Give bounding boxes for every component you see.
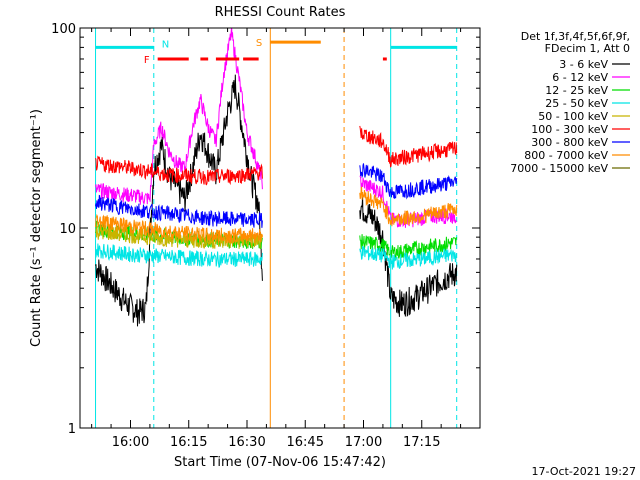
x-tick-label-4: 17:00 — [345, 435, 382, 450]
y-tick-label-2: 100 — [51, 22, 76, 37]
legend-entry-label-6: 300 - 800 keV — [531, 136, 608, 149]
x-axis-label: Start Time (07-Nov-06 15:47:42) — [174, 455, 386, 470]
legend-header-line-1: Det 1f,3f,4f,5f,6f,9f, — [521, 30, 630, 43]
footer-date: 17-Oct-2021 19:27 — [532, 465, 636, 478]
y-axis: 1 10 100 — [51, 22, 480, 437]
series-line-2 — [95, 219, 458, 261]
legend-entry-label-0: 3 - 6 keV — [559, 58, 608, 71]
legend-header-line-2: FDecim 1, Att 0 — [545, 42, 630, 55]
series-line-5 — [95, 125, 458, 186]
legend-entry-label-1: 6 - 12 keV — [552, 71, 608, 84]
x-tick-label-0: 16:00 — [112, 435, 149, 450]
y-axis-label: Count Rate (s⁻¹ detector segment⁻¹) — [29, 109, 44, 347]
x-tick-label-3: 16:45 — [287, 435, 324, 450]
state-label-s: S — [256, 38, 262, 49]
plot-content — [95, 28, 458, 428]
chart-title: RHESSI Count Rates — [215, 5, 346, 20]
x-axis: 16:00 16:15 16:30 16:45 17:00 17:15 — [91, 28, 462, 450]
legend-entry-label-3: 25 - 50 keV — [545, 97, 608, 110]
state-label-f: F — [144, 55, 150, 66]
legend-entry-label-7: 800 - 7000 keV — [524, 149, 608, 162]
series-line-3 — [95, 243, 458, 270]
legend-entry-label-4: 50 - 100 keV — [538, 110, 608, 123]
state-bars: N F S — [95, 38, 457, 66]
legend-entry-label-2: 12 - 25 keV — [545, 84, 608, 97]
legend: Det 1f,3f,4f,5f,6f,9f, FDecim 1, Att 0 3… — [510, 30, 630, 175]
x-tick-label-1: 16:15 — [170, 435, 207, 450]
series-line-7 — [95, 186, 458, 245]
legend-entry-label-5: 100 - 300 keV — [531, 123, 608, 136]
state-label-n: N — [162, 39, 169, 50]
x-tick-label-2: 16:30 — [228, 435, 265, 450]
y-tick-label-0: 1 — [68, 422, 76, 437]
y-tick-label-1: 10 — [59, 222, 76, 237]
series-line-6 — [95, 163, 458, 228]
legend-entry-label-8: 7000 - 15000 keV — [510, 162, 608, 175]
x-tick-label-5: 17:15 — [403, 435, 440, 450]
